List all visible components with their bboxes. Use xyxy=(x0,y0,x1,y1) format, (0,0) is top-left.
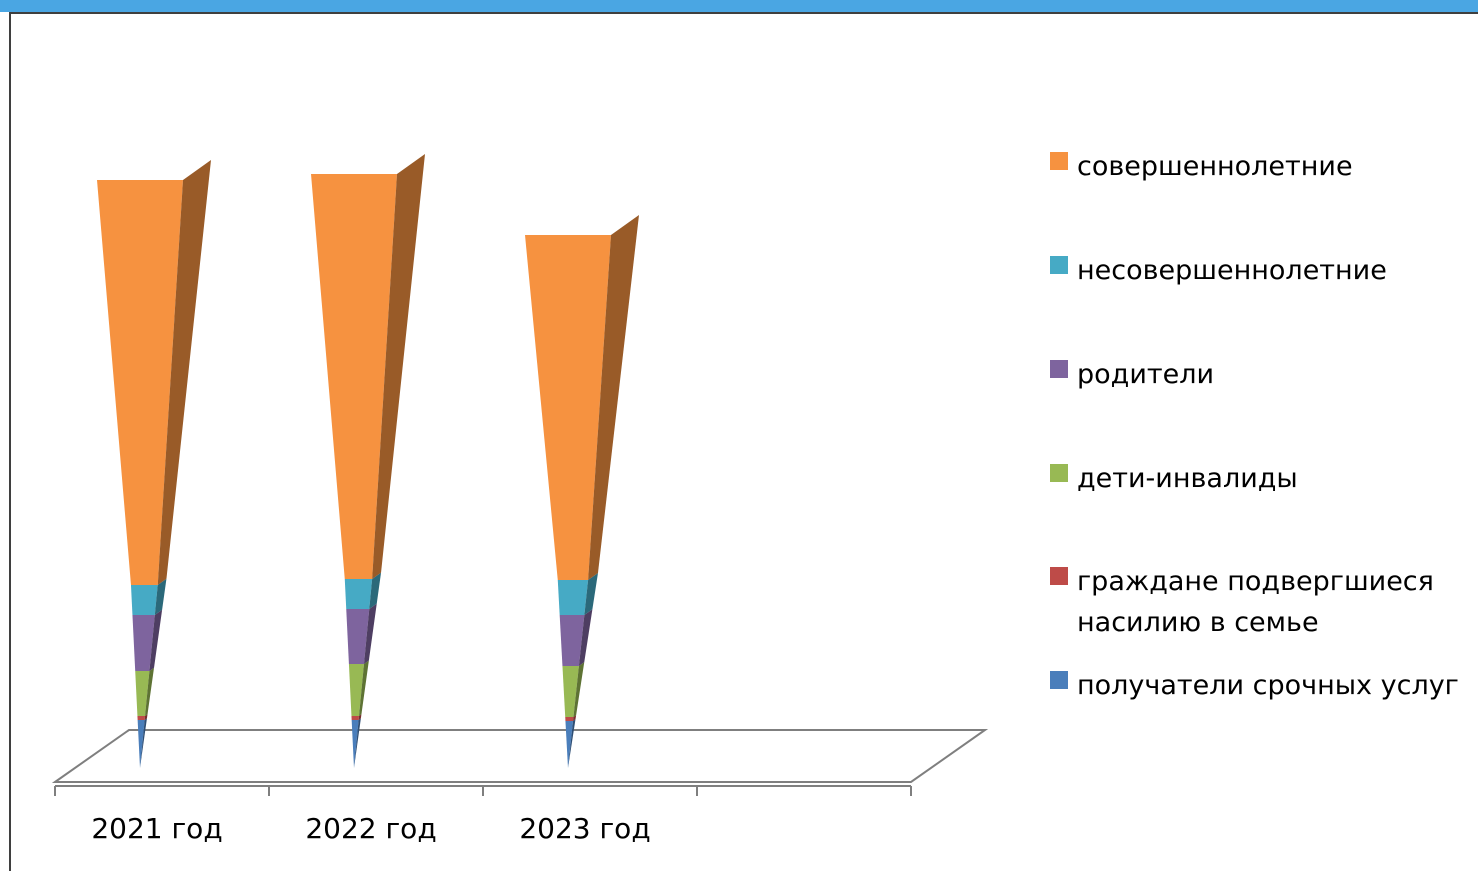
bar-segment xyxy=(346,603,377,664)
bar-segment xyxy=(132,609,163,671)
bar-segment xyxy=(562,662,585,717)
legend-swatch xyxy=(1050,464,1068,482)
chart-legend: совершеннолетние несовершеннолетние родите… xyxy=(1050,0,1478,871)
legend-swatch xyxy=(1050,152,1068,170)
bar-segment-side xyxy=(157,160,211,585)
legend-swatch xyxy=(1050,567,1068,585)
bar-segment-side xyxy=(144,714,148,720)
chart-frame xyxy=(9,12,1478,871)
legend-label: несовершеннолетние xyxy=(1077,255,1387,286)
bar-segment-front xyxy=(130,585,158,615)
bar-segment-side xyxy=(369,572,382,609)
legend-item: несовершеннолетние xyxy=(1050,250,1477,291)
bar-segment xyxy=(311,154,425,579)
x-tick-label: 2023 год xyxy=(519,812,650,845)
x-tick-label: 2021 год xyxy=(91,812,222,845)
pyramid-bar-1 xyxy=(97,160,211,768)
bar-segment-front xyxy=(565,717,574,721)
chart-floor xyxy=(51,729,989,783)
legend-item: граждане подвергшиеся насилию в семье xyxy=(1050,561,1447,643)
bar-segment-front xyxy=(562,666,579,717)
bar-segment-front xyxy=(557,580,589,615)
bar-segment xyxy=(525,215,639,580)
legend-label: родители xyxy=(1077,359,1215,390)
legend-label: совершеннолетние xyxy=(1077,151,1353,182)
bar-segment-front xyxy=(525,235,611,580)
pyramid-bar-2 xyxy=(311,154,425,768)
pyramid-bar-3 xyxy=(525,215,639,768)
legend-label: получатели срочных услуг xyxy=(1077,670,1459,701)
bar-segment-side xyxy=(145,667,155,716)
bar-segment-front xyxy=(137,716,146,720)
bar-segment-side xyxy=(358,714,362,720)
bar-segment-side xyxy=(358,660,369,716)
bar-segment-side xyxy=(573,662,585,717)
bar-segment-side xyxy=(149,609,163,671)
bar-segment xyxy=(351,714,362,720)
bar-segment-front xyxy=(559,615,585,666)
legend-swatch xyxy=(1050,360,1068,378)
bar-segment-side xyxy=(568,719,576,768)
bar-segment-side xyxy=(578,609,593,666)
bar-segment xyxy=(559,609,593,666)
bar-segment xyxy=(97,160,211,585)
bar-segment-side xyxy=(573,715,577,721)
bar-segment-side xyxy=(372,154,425,579)
bar-segment-front xyxy=(137,720,145,768)
bar-segment xyxy=(130,578,167,615)
bar-segment xyxy=(348,660,369,716)
bar-segment-front xyxy=(97,180,183,585)
legend-label: дети-инвалиды xyxy=(1077,463,1298,494)
x-tick-label: 2022 год xyxy=(305,812,436,845)
bar-segment xyxy=(351,718,361,768)
bar-segment-front xyxy=(348,664,364,716)
bar-segment xyxy=(565,715,577,721)
bar-segment xyxy=(565,719,576,768)
legend-item: дети-инвалиды xyxy=(1050,458,1477,499)
bar-segment-front xyxy=(311,174,397,579)
legend-swatch xyxy=(1050,671,1068,689)
bar-segment xyxy=(344,572,382,609)
bar-segment-side xyxy=(363,603,377,664)
bar-segment xyxy=(557,572,598,615)
legend-swatch xyxy=(1050,256,1068,274)
top-accent-bar xyxy=(0,0,1478,12)
legend-item: совершеннолетние xyxy=(1050,146,1477,187)
bar-segment-side xyxy=(354,718,361,768)
legend-item: родители xyxy=(1050,354,1477,395)
bar-segment xyxy=(137,718,147,768)
bar-segment-front xyxy=(132,615,155,671)
legend-label: граждане подвергшиеся насилию в семье xyxy=(1077,566,1443,638)
bar-segment-front xyxy=(351,720,359,768)
bar-segment-front xyxy=(565,721,574,768)
bar-segment-side xyxy=(584,572,598,615)
bar-segment-side xyxy=(588,215,639,580)
bar-segment xyxy=(135,667,155,716)
bar-segment-front xyxy=(344,579,373,609)
bar-segment-side xyxy=(154,578,167,615)
bar-segment-front xyxy=(351,716,359,720)
bar-segment xyxy=(137,714,148,720)
bar-segment-front xyxy=(135,671,150,716)
bar-segment-side xyxy=(140,718,147,768)
legend-item: получатели срочных услуг xyxy=(1050,665,1477,706)
bar-segment-front xyxy=(346,609,370,664)
